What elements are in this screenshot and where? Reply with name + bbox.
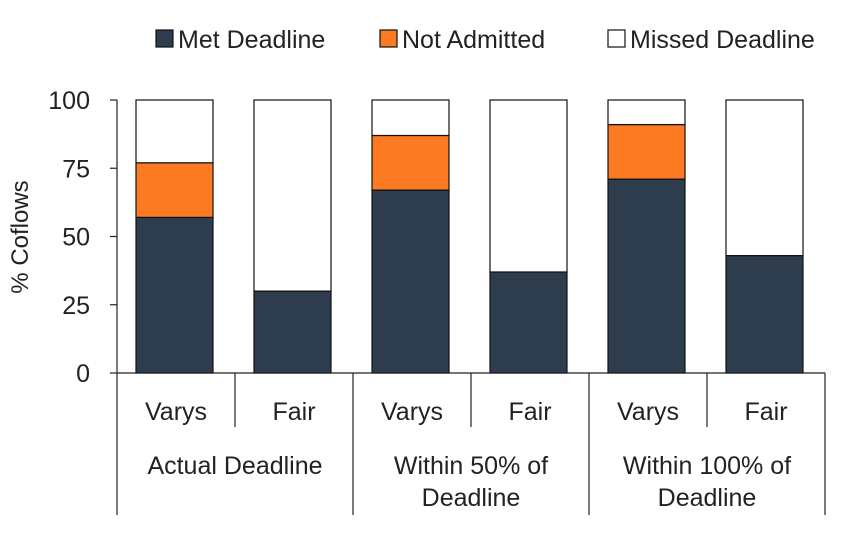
bar-segment-missed-deadline — [489, 99, 568, 273]
x-category-label: Varys — [381, 398, 443, 426]
bar-segment-not-admitted — [135, 162, 214, 218]
y-tick-label: 50 — [62, 224, 90, 252]
y-tick-label: 75 — [62, 155, 90, 183]
bar-segment-not-admitted — [371, 134, 450, 191]
y-tick-label: 100 — [48, 87, 90, 115]
bar-segment-met-deadline — [607, 178, 686, 374]
y-axis: 0 25 50 75 100 — [48, 87, 118, 388]
x-group-label: Within 100% of — [623, 452, 791, 480]
bar-segment-missed-deadline — [607, 99, 686, 126]
x-category-label: Fair — [744, 398, 787, 426]
bar-segment-missed-deadline — [371, 99, 450, 137]
bar-segment-not-admitted — [607, 123, 686, 180]
y-tick-label: 25 — [62, 292, 90, 320]
legend-label: Met Deadline — [178, 26, 325, 54]
bar-segment-met-deadline — [253, 290, 332, 374]
bar-segment-met-deadline — [371, 189, 450, 374]
x-category-label: Varys — [145, 398, 207, 426]
legend: Met Deadline Not Admitted Missed Deadline — [155, 26, 815, 54]
legend-swatch-met-deadline — [155, 29, 174, 48]
x-group-label: Deadline — [422, 484, 521, 512]
legend-swatch-not-admitted — [379, 29, 398, 48]
x-category-label: Varys — [617, 398, 679, 426]
legend-label: Not Admitted — [402, 26, 545, 54]
bar-segment-met-deadline — [725, 255, 804, 374]
x-group-label: Actual Deadline — [147, 452, 322, 480]
bar-segment-missed-deadline — [135, 99, 214, 164]
legend-label: Missed Deadline — [630, 26, 815, 54]
x-axis: Varys Fair Varys Fair Varys Fair Actual Deadli… — [116, 372, 826, 515]
bars — [135, 99, 804, 374]
legend-swatch-missed-deadline — [607, 29, 626, 48]
bar-segment-missed-deadline — [253, 99, 332, 292]
bar-segment-met-deadline — [489, 271, 568, 374]
y-axis-label: % Coflows — [7, 180, 34, 293]
x-category-label: Fair — [272, 398, 315, 426]
x-group-label: Deadline — [658, 484, 757, 512]
x-group-label: Within 50% of — [394, 452, 548, 480]
bar-segment-missed-deadline — [725, 99, 804, 257]
y-tick-label: 0 — [76, 360, 90, 388]
bar-segment-met-deadline — [135, 216, 214, 374]
x-category-label: Fair — [508, 398, 551, 426]
